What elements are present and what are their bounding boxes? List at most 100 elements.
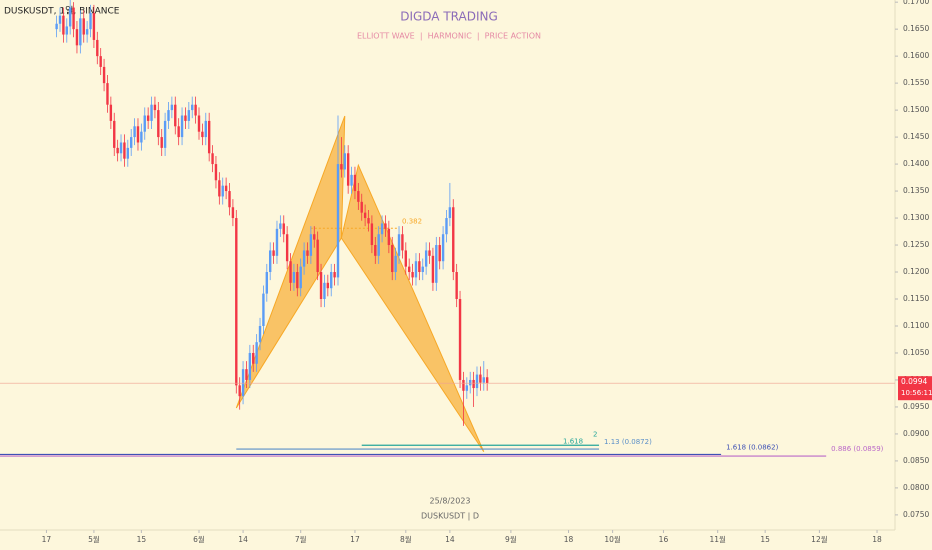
candle-body [343, 153, 346, 170]
candle-body [133, 126, 136, 138]
candle-body [435, 245, 438, 283]
candle-body [143, 115, 146, 132]
candle-body [163, 120, 167, 148]
candle-body [309, 234, 313, 256]
x-tick-label: 9월 [505, 534, 517, 544]
candle-body [167, 110, 170, 121]
candle-body [123, 142, 126, 159]
candle-body [116, 147, 119, 154]
candle-body [252, 352, 255, 364]
candle-body [102, 66, 106, 84]
candle-body [194, 104, 197, 116]
candle-body [424, 250, 428, 267]
candle-body [228, 191, 231, 208]
x-tick-label: 8월 [400, 534, 412, 544]
candle-body [96, 39, 99, 57]
level-label: 0.886 (0.0859) [831, 445, 883, 453]
candle-body [333, 272, 336, 278]
candle-body [374, 245, 377, 256]
candle-body [187, 110, 191, 121]
candle-body [204, 120, 207, 138]
candle-body [65, 26, 68, 35]
candle-body [452, 207, 455, 273]
candle-body [445, 218, 448, 235]
ratio-label: 0.382 [402, 217, 422, 225]
candle-body [265, 272, 269, 294]
candle-body [231, 207, 235, 219]
x-tick-label: 6월 [193, 534, 205, 544]
x-tick-label: 17 [42, 535, 52, 544]
symbol-label: DUSKUSDT, 1일, BINANCE [4, 6, 120, 17]
candle-body [221, 185, 224, 197]
candle-body [262, 293, 265, 326]
candle-body [279, 223, 282, 229]
y-tick-label: 0.1700 [903, 0, 929, 6]
candle-body [285, 234, 289, 262]
candle-body [469, 379, 472, 386]
candle-body [62, 15, 65, 35]
x-tick-label: 16 [659, 535, 669, 544]
candle-body [245, 369, 248, 380]
candle-body [235, 218, 238, 386]
x-tick-label: 11월 [709, 534, 726, 544]
candle-body [441, 234, 445, 262]
candle-body [465, 385, 469, 391]
level-label: 1.618 (0.0862) [726, 443, 778, 451]
candle-body [224, 185, 228, 192]
last-price-label: 0.0994 [901, 377, 927, 386]
candle-body [299, 266, 302, 289]
candle-body [177, 126, 180, 138]
candle-body [360, 201, 363, 213]
candle-body [428, 250, 431, 256]
candle-body [458, 299, 462, 380]
y-tick-label: 0.0750 [903, 510, 929, 519]
candle-body [180, 115, 184, 138]
candle-body [119, 142, 123, 154]
candle-body [380, 223, 384, 235]
y-tick-label: 0.1550 [903, 78, 929, 87]
candle-body [126, 147, 130, 159]
candle-body [455, 272, 458, 300]
candle-body [313, 234, 316, 240]
candle-body [150, 104, 153, 121]
x-tick-label: 10월 [604, 534, 621, 544]
candle-body [292, 272, 296, 283]
y-tick-label: 0.0800 [903, 483, 929, 492]
candle-body [431, 255, 435, 283]
candle-body [68, 7, 72, 27]
candle-body [479, 374, 482, 383]
candle-body [404, 250, 408, 267]
level-label: 1.618 [563, 437, 583, 445]
candle-body [472, 379, 475, 389]
y-tick-label: 0.1600 [903, 51, 929, 60]
candle-body [191, 104, 194, 111]
candle-body [326, 282, 330, 289]
y-tick-label: 0.0900 [903, 429, 929, 438]
candle-body [370, 223, 374, 246]
candle-body [82, 18, 85, 35]
level-label: 1.13 (0.0872) [604, 438, 652, 446]
x-tick-label: 18 [564, 535, 574, 544]
candle-body [255, 342, 258, 364]
x-tick-label: 12월 [811, 534, 828, 544]
candle-body [89, 12, 92, 30]
y-tick-label: 0.1400 [903, 159, 929, 168]
candle-body [411, 272, 414, 278]
pattern-bcd [340, 163, 485, 453]
candle-body [99, 56, 102, 67]
candle-body [184, 115, 187, 121]
y-tick-label: 0.1300 [903, 213, 929, 222]
candle-body [485, 377, 489, 384]
y-tick-label: 0.1250 [903, 240, 929, 249]
y-tick-label: 0.1350 [903, 186, 929, 195]
candle-body [346, 153, 350, 186]
x-tick-label: 15 [137, 535, 147, 544]
candle-body [146, 115, 150, 121]
candle-body [282, 223, 285, 235]
candle-body [92, 12, 96, 40]
candle-body [357, 191, 360, 202]
candle-body [289, 261, 292, 283]
x-tick-label: 17 [350, 535, 360, 544]
candle-body [377, 234, 380, 256]
candle-body [218, 180, 221, 197]
